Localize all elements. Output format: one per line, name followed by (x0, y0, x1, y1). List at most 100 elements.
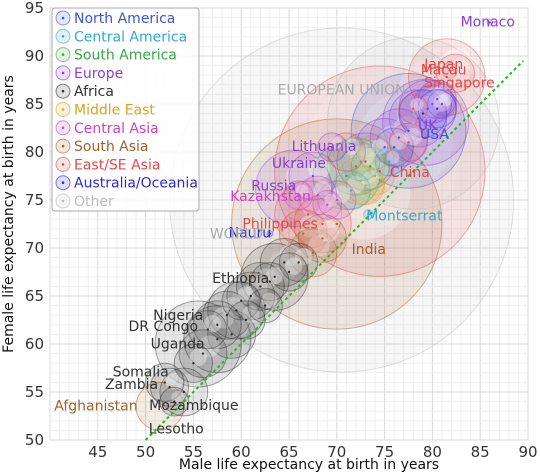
legend-label: South America (74, 48, 177, 64)
country-label: Russia (251, 178, 296, 194)
bubble-highlight (222, 297, 244, 319)
country-label: India (352, 242, 386, 258)
data-point (335, 222, 338, 226)
region-annotation: EUROPEAN UNION (278, 82, 406, 98)
country-label: Lithuania (292, 139, 357, 155)
country-label: Singapore (424, 75, 495, 91)
legend-dot (61, 199, 65, 203)
y-tick-label: 55 (25, 383, 44, 401)
data-point (230, 333, 233, 336)
legend-label: Middle East (74, 103, 155, 119)
data-point (330, 146, 334, 149)
legend-dot (61, 181, 65, 184)
country-label: Somalia (113, 364, 169, 380)
data-point (367, 213, 370, 216)
bubble-highlight (155, 388, 177, 410)
legend-dot (61, 53, 65, 56)
data-point (249, 294, 252, 298)
data-point (173, 400, 176, 403)
bubble-highlight (298, 215, 321, 238)
bubble-highlight (421, 87, 448, 114)
x-tick-label: 60 (232, 443, 251, 461)
bubble-highlight (294, 248, 312, 266)
legend: North America Central America South Americ… (51, 7, 200, 212)
country-label: Ethiopia (212, 271, 269, 287)
country-label: Ukraine (272, 156, 326, 172)
legend-label: Africa (74, 84, 114, 100)
legend-item: Central Asia (55, 120, 159, 137)
data-point (263, 304, 267, 307)
bubble-highlight (189, 311, 229, 351)
bubble-highlight (371, 139, 388, 155)
bubble-highlight (439, 48, 474, 83)
legend-label: South Asia (74, 139, 148, 155)
legend-item: Australia/Oceania (55, 175, 198, 192)
data-point (407, 129, 410, 133)
bubble-highlight (285, 257, 303, 275)
bubble-highlight (316, 202, 343, 229)
data-point (216, 338, 219, 341)
data-point (273, 275, 276, 278)
legend-item: South Asia (55, 138, 148, 155)
bubble-highlight (210, 314, 241, 345)
bubble-highlight (451, 58, 469, 77)
data-point (388, 160, 391, 163)
data-point (306, 213, 310, 216)
bubble-highlight (165, 372, 183, 391)
legend-label: North America (74, 11, 175, 27)
equality-line (144, 60, 524, 441)
legend-label: Europe (74, 66, 123, 82)
data-point (373, 174, 377, 178)
country-label: DR Congo (128, 319, 198, 335)
data-point (373, 150, 377, 154)
data-point (359, 160, 362, 163)
y-tick-label: 75 (25, 191, 44, 209)
country-label: China (390, 165, 430, 181)
bubble-highlight (313, 180, 332, 199)
y-tick-label: 80 (25, 143, 44, 161)
bubble-highlight (255, 268, 278, 290)
legend-item: Africa (55, 83, 114, 100)
data-point (168, 386, 171, 389)
data-point (287, 270, 291, 274)
data-point (435, 107, 439, 111)
bubble-highlight (261, 292, 278, 309)
legend-item: South America (55, 47, 177, 64)
bubble-highlight (358, 92, 454, 187)
bubble-highlight (242, 305, 260, 323)
country-label: Zambia (105, 377, 158, 393)
bubble-highlight (359, 140, 386, 166)
bubble-highlight (404, 128, 422, 146)
data-point (283, 261, 286, 264)
data-point (407, 141, 410, 144)
data-point (424, 121, 427, 124)
bubble-highlight (433, 84, 451, 103)
data-point (311, 174, 315, 178)
y-tick-label: 70 (25, 239, 44, 257)
data-point (440, 102, 444, 106)
x-tick-label: 65 (279, 443, 298, 461)
data-point (316, 194, 319, 197)
data-point (345, 174, 348, 178)
data-point (321, 237, 324, 240)
country-label: Kazakhstan (230, 189, 311, 205)
data-point (397, 136, 401, 139)
country-label: Lesotho (149, 422, 204, 438)
data-point (454, 72, 457, 75)
legend-item: Other (55, 193, 114, 210)
bubble-highlight (308, 158, 330, 180)
country-label: Montserrat (366, 208, 443, 224)
data-point (196, 342, 200, 346)
bubble-highlight (245, 278, 268, 300)
data-point (364, 160, 367, 163)
legend-item: Middle East (55, 102, 155, 119)
bubble-highlight (356, 147, 375, 165)
data-point (426, 107, 429, 111)
bubble-highlight (308, 234, 330, 257)
data-point (369, 165, 372, 168)
bubble-highlight (198, 335, 220, 358)
bubble-highlight (317, 220, 340, 242)
data-point (416, 117, 420, 120)
